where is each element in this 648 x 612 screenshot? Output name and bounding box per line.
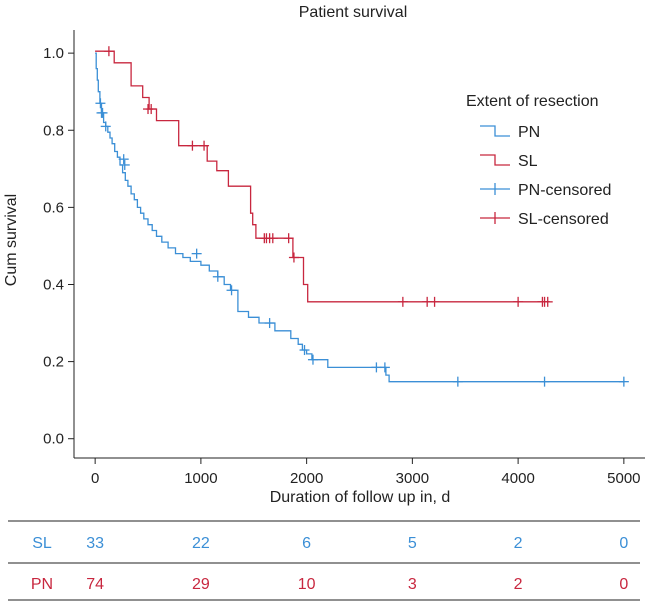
- censor-mark-sl: [397, 296, 408, 307]
- series-sl-curve: [95, 50, 550, 303]
- censor-mark-pn: [307, 354, 318, 365]
- risk-table: SL 33 22 6 5 2 0 PN 74 29 10 3 2 0: [8, 520, 640, 601]
- censor-mark-sl: [283, 233, 294, 244]
- y-tick-label: 1.0: [43, 45, 64, 62]
- censor-mark-pn: [95, 98, 106, 109]
- censor-mark-pn: [118, 154, 129, 165]
- censor-mark-sl: [199, 140, 210, 151]
- risk-table-cell: 74: [86, 576, 104, 593]
- risk-table-cell: 33: [86, 535, 104, 552]
- risk-table-cell: 5: [408, 535, 417, 552]
- series-pn-curve: [95, 52, 624, 383]
- y-axis-label: Cum survival: [3, 194, 20, 286]
- censor-mark-sl: [267, 233, 278, 244]
- y-tick-label: 0.6: [43, 199, 64, 216]
- censor-mark-pn: [226, 285, 237, 296]
- censor-mark-pn: [452, 376, 463, 387]
- risk-table-cell: 22: [192, 535, 210, 552]
- x-tick-label: 4000: [501, 470, 534, 487]
- risk-table-cell: 0: [619, 535, 628, 552]
- legend: Extent of resection PN SL PN-censored SL-cen…: [466, 93, 611, 228]
- censor-mark-pn: [191, 248, 202, 259]
- censor-mark-sl: [103, 46, 114, 57]
- legend-entry-sl-censored-label: SL-censored: [518, 211, 609, 228]
- y-tick-label: 0.8: [43, 122, 64, 139]
- risk-table-cell: 0: [619, 576, 628, 593]
- risk-table-row-label: PN: [31, 576, 53, 593]
- risk-table-cell: 2: [514, 535, 523, 552]
- censor-mark-pn: [119, 159, 130, 170]
- risk-table-cell: 2: [514, 576, 523, 593]
- censor-mark-pn: [539, 376, 550, 387]
- risk-table-cell: 6: [302, 535, 311, 552]
- censor-mark-pn: [264, 318, 275, 329]
- x-tick-label: 2000: [290, 470, 323, 487]
- chart-title: Patient survival: [299, 4, 408, 21]
- censor-mark-pn: [97, 107, 108, 118]
- censor-mark-pn: [371, 362, 382, 373]
- censor-mark-sl: [429, 296, 440, 307]
- censor-mark-sl: [542, 296, 553, 307]
- risk-table-cell: 29: [192, 576, 210, 593]
- censor-mark-sl: [288, 252, 299, 263]
- legend-title: Extent of resection: [466, 93, 599, 110]
- plot-area: 0.0 0.2 0.4 0.6 0.8 1.0 0 1000 2000 3000 4000 5000: [43, 30, 645, 487]
- censor-mark-sl: [513, 296, 524, 307]
- risk-table-cell: 3: [408, 576, 417, 593]
- legend-entry-sl-swatch: [480, 154, 510, 166]
- risk-table-cell: 10: [298, 576, 316, 593]
- y-tick-label: 0.4: [43, 276, 64, 293]
- censor-mark-sl: [146, 104, 157, 115]
- legend-entry-pn-censored-label: PN-censored: [518, 182, 611, 199]
- censor-mark-pn: [212, 271, 223, 282]
- censor-mark-sl: [187, 140, 198, 151]
- censor-mark-pn: [100, 121, 111, 132]
- legend-entry-sl-label: SL: [518, 153, 538, 170]
- legend-entry-pn-label: PN: [518, 124, 540, 141]
- x-tick-label: 3000: [396, 470, 429, 487]
- y-tick-label: 0.2: [43, 354, 64, 371]
- x-tick-label: 1000: [184, 470, 217, 487]
- censor-mark-pn: [299, 345, 310, 356]
- risk-table-row-label: SL: [32, 535, 52, 552]
- x-axis-label: Duration of follow up in, d: [270, 489, 451, 506]
- x-tick-label: 0: [91, 470, 99, 487]
- x-tick-label: 5000: [607, 470, 640, 487]
- legend-entry-pn-swatch: [480, 125, 510, 137]
- censor-mark-pn: [379, 362, 390, 373]
- y-tick-label: 0.0: [43, 431, 64, 448]
- censor-mark-pn: [618, 376, 629, 387]
